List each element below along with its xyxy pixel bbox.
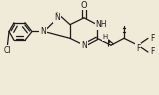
Text: N: N — [54, 13, 60, 22]
Text: F: F — [136, 44, 140, 53]
Text: Cl: Cl — [3, 46, 11, 55]
Text: H: H — [102, 34, 108, 40]
Text: O: O — [81, 1, 87, 10]
Text: F: F — [150, 47, 154, 56]
Text: N: N — [40, 27, 46, 36]
Text: N: N — [81, 41, 87, 50]
Text: F: F — [150, 34, 154, 43]
Text: NH: NH — [95, 20, 107, 29]
